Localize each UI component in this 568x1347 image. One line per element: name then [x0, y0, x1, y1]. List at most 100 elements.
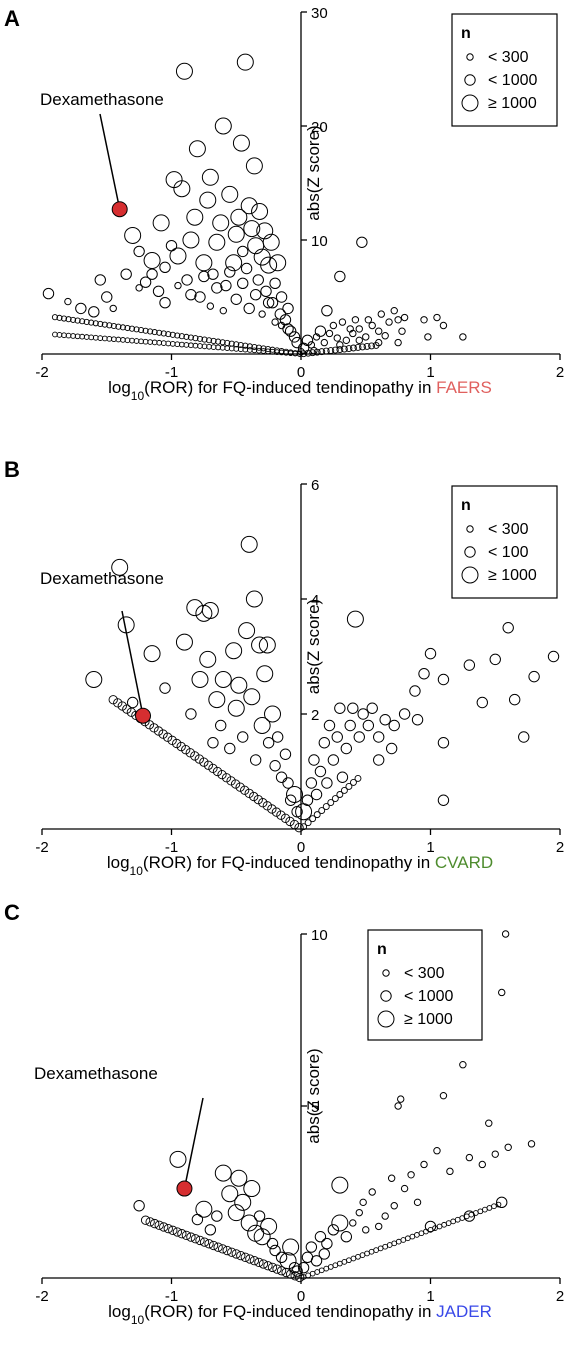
data-point: [368, 1188, 376, 1196]
data-point: [414, 1232, 420, 1238]
data-point: [109, 304, 117, 313]
data-point: [226, 776, 236, 786]
data-point: [210, 344, 217, 350]
data-point: [181, 745, 191, 755]
annotation-leader-line: [99, 113, 121, 210]
data-point: [221, 1185, 239, 1203]
data-point: [327, 1224, 340, 1236]
data-point: [224, 266, 236, 278]
data-point: [498, 988, 506, 997]
data-point: [143, 645, 161, 663]
data-point: [327, 1264, 334, 1270]
data-points: [133, 930, 536, 1283]
data-point: [318, 807, 326, 815]
data-point: [333, 334, 341, 342]
data-point: [280, 813, 291, 823]
data-point: [173, 180, 191, 198]
y-axis-label: abs(Z score): [304, 1048, 323, 1143]
data-point: [251, 343, 258, 351]
data-point: [397, 1095, 405, 1103]
data-point: [327, 799, 335, 806]
data-point: [260, 1217, 278, 1235]
data-point: [201, 602, 219, 619]
data-point: [218, 1244, 228, 1254]
data-point: [143, 252, 161, 270]
data-point: [437, 673, 450, 686]
data-point: [208, 691, 226, 709]
legend-marker: [380, 990, 392, 1002]
data-point: [128, 325, 136, 332]
data-point: [373, 731, 385, 743]
x-label-main: (ROR) for FQ-induced tendinopathy in: [144, 1302, 436, 1321]
data-point: [336, 346, 344, 354]
data-point: [240, 262, 253, 275]
y-tick-label: 4: [311, 592, 319, 609]
data-point: [266, 1237, 279, 1250]
data-point: [79, 333, 85, 340]
x-label-subscript: 10: [131, 389, 145, 403]
data-point: [139, 276, 152, 288]
y-axis-label: abs(Z score): [304, 599, 323, 694]
data-point: [88, 334, 95, 341]
data-point: [485, 1119, 493, 1127]
data-point: [182, 231, 200, 249]
data-point: [266, 297, 279, 309]
data-point: [314, 765, 327, 778]
data-point: [318, 1267, 325, 1274]
data-point: [156, 339, 163, 346]
data-point: [230, 208, 248, 226]
data-point: [340, 345, 348, 353]
data-point: [177, 1229, 187, 1239]
data-point: [133, 245, 145, 258]
data-point: [185, 748, 195, 758]
data-point: [368, 321, 376, 330]
data-point: [165, 331, 172, 338]
data-point: [359, 1252, 366, 1258]
data-point: [327, 347, 335, 355]
data-point: [222, 1245, 232, 1256]
data-point: [243, 302, 255, 315]
data-point: [206, 343, 212, 350]
data-point: [258, 310, 266, 318]
data-point: [52, 331, 58, 338]
data-point: [394, 338, 402, 347]
data-point: [219, 306, 228, 315]
data-point: [195, 1235, 205, 1246]
data-point: [262, 737, 275, 749]
data-point: [201, 168, 219, 186]
highlight-point: [135, 707, 152, 724]
y-axis-label: abs(Z score): [304, 125, 323, 220]
data-point: [192, 335, 199, 342]
x-axis-label: log10(ROR) for FQ-induced tendinopathy i…: [107, 853, 493, 878]
data-point: [284, 794, 297, 806]
data-point: [398, 708, 411, 720]
data-point: [230, 1169, 248, 1187]
x-label-subscript: 10: [130, 864, 144, 878]
data-point: [249, 289, 262, 301]
data-point: [194, 291, 206, 303]
data-point: [220, 279, 232, 292]
legend-marker: [461, 566, 479, 584]
data-point: [269, 277, 281, 290]
data-point: [279, 314, 292, 326]
legend-entry: ≥ 1000: [488, 95, 537, 112]
legend-entry: < 1000: [488, 72, 537, 89]
data-point: [282, 1238, 300, 1256]
data-point: [158, 729, 168, 739]
data-point: [186, 208, 204, 226]
data-point: [197, 343, 203, 349]
data-point: [502, 622, 514, 634]
data-point: [362, 333, 370, 341]
data-point: [214, 1164, 232, 1182]
data-point: [224, 742, 236, 755]
data-point: [308, 754, 320, 766]
data-point: [314, 325, 327, 337]
data-point: [133, 1200, 145, 1212]
data-point: [373, 1247, 379, 1253]
data-point: [508, 693, 521, 706]
data-point: [269, 760, 281, 772]
data-point: [255, 344, 262, 351]
data-point: [501, 930, 510, 938]
